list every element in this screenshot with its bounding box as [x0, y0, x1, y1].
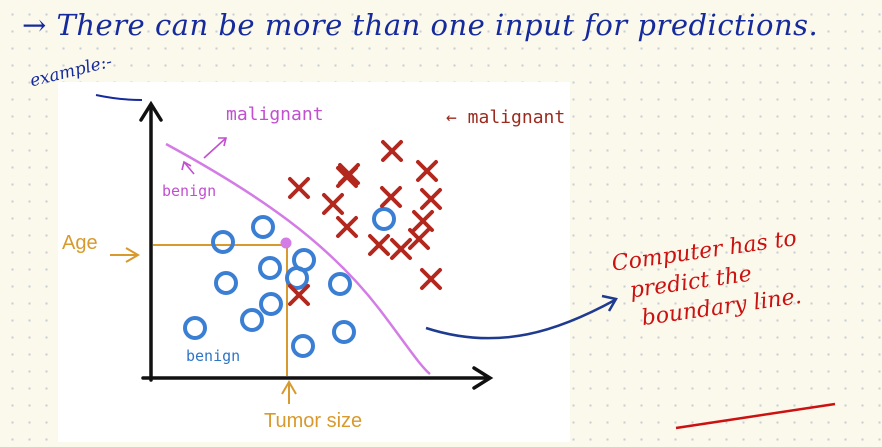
annotation-arrow [425, 298, 616, 340]
malignant-region-label: malignant [226, 104, 324, 125]
decision-boundary-curve [165, 142, 431, 375]
benign-point [240, 308, 264, 332]
benign-point [332, 320, 356, 344]
benign-point [251, 215, 275, 239]
tumor-classification-figure: malignant ← malignant benign benign Age … [58, 82, 570, 442]
malignant-point [381, 140, 403, 162]
y-axis-arrowhead [139, 100, 163, 122]
benign-point [372, 207, 396, 231]
benign-label-arrow [183, 161, 195, 175]
benign-point [183, 316, 207, 340]
x-axis-label: Tumor size [264, 410, 363, 432]
malignant-point [420, 188, 442, 210]
heading-note: → There can be more than one input for p… [22, 8, 819, 42]
malignant-point [412, 210, 434, 232]
benign-points-label: benign [186, 347, 241, 365]
axes [139, 100, 494, 390]
tumor-arrowhead [281, 380, 297, 395]
age-arrowhead [125, 247, 140, 263]
benign-point [211, 230, 235, 254]
y-axis-label: Age [62, 232, 98, 254]
benign-point [291, 334, 315, 358]
malignant-point [380, 186, 402, 208]
benign-point [214, 271, 238, 295]
benign-arrowhead [181, 160, 192, 171]
malignant-label-arrow [203, 137, 227, 159]
malignant-point [390, 238, 412, 260]
figure-canvas [110, 100, 494, 404]
query-point [280, 237, 292, 249]
benign-point [258, 256, 282, 280]
example-underline [95, 94, 143, 101]
malignant-point [336, 216, 358, 238]
x-axis-arrowhead [472, 366, 494, 390]
annotation-arrowhead [601, 294, 618, 312]
benign-region-label: benign [162, 182, 217, 200]
malignant-point [288, 177, 310, 199]
benign-point [328, 272, 352, 296]
benign-point [259, 292, 283, 316]
malignant-arrowhead [218, 137, 228, 147]
benign-points [183, 207, 396, 358]
malignant-point [368, 234, 390, 256]
annotation-underline [675, 402, 836, 430]
malignant-point [288, 284, 310, 306]
query-guide-lines [110, 244, 297, 404]
malignant-point [322, 193, 344, 215]
malignant-point [408, 228, 430, 250]
benign-point [285, 266, 309, 290]
malignant-points-label: ← malignant [446, 107, 566, 128]
malignant-points [288, 140, 442, 306]
boundary-label-arrows [181, 137, 228, 175]
malignant-point [416, 160, 438, 182]
malignant-point [338, 163, 360, 185]
malignant-point [420, 268, 442, 290]
